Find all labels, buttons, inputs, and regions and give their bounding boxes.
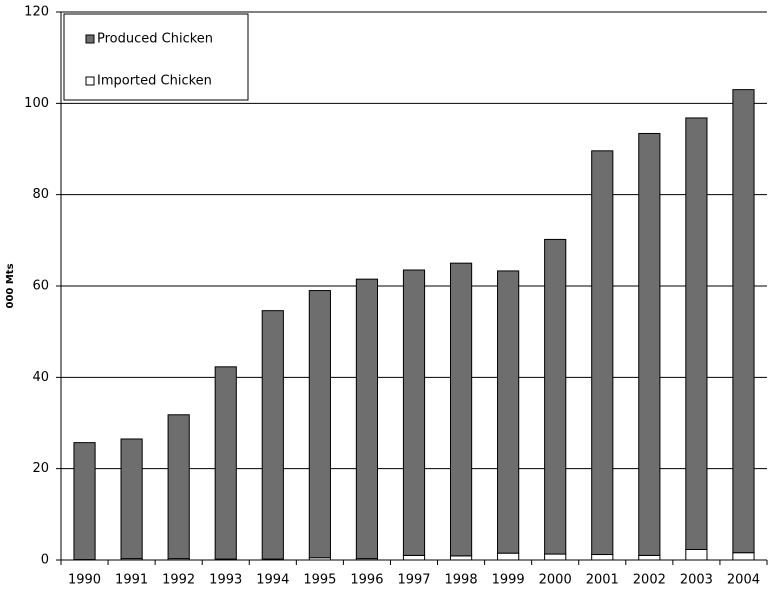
bar-segment xyxy=(732,89,755,554)
x-tick-label: 2000 xyxy=(539,573,572,588)
x-tick-label: 1995 xyxy=(303,573,336,588)
y-axis-label: 000 Mts xyxy=(5,263,16,308)
x-tick-label: 1992 xyxy=(162,573,195,588)
x-tick-label: 1993 xyxy=(209,573,242,588)
y-tick-label: 40 xyxy=(32,370,49,385)
x-tick-label: 1991 xyxy=(115,573,148,588)
x-tick-label: 2003 xyxy=(680,573,713,588)
bar-segment xyxy=(308,290,331,559)
bar-segment xyxy=(261,310,284,560)
bar-segment xyxy=(402,269,426,556)
x-tick-label: 2002 xyxy=(633,573,666,588)
bar-segment xyxy=(355,278,379,560)
bar-segment xyxy=(120,438,143,560)
bar-segment xyxy=(685,117,708,550)
legend-swatch xyxy=(85,76,95,86)
legend-swatch xyxy=(85,34,95,44)
y-tick-label: 20 xyxy=(32,461,49,476)
y-tick-label: 60 xyxy=(32,279,49,294)
legend-label: Imported Chicken xyxy=(97,74,212,89)
bar-segment xyxy=(449,555,473,561)
y-tick-label: 100 xyxy=(24,96,49,111)
bar-segment xyxy=(638,132,661,556)
bar-segment xyxy=(214,366,237,560)
y-tick-label: 0 xyxy=(41,553,49,568)
legend-label: Produced Chicken xyxy=(97,32,213,47)
y-tick-label: 80 xyxy=(32,187,49,202)
x-tick-label: 1999 xyxy=(492,573,525,588)
bar-segment xyxy=(638,554,661,561)
legend-box xyxy=(63,13,249,101)
bar-segment xyxy=(591,554,614,561)
x-tick-label: 1997 xyxy=(397,573,430,588)
x-tick-label: 1998 xyxy=(445,573,478,588)
x-tick-label: 1996 xyxy=(350,573,383,588)
bar-segment xyxy=(732,552,755,561)
bar-segment xyxy=(544,238,567,555)
x-tick-label: 1994 xyxy=(256,573,289,588)
bar-segment xyxy=(73,442,96,561)
bar-segment xyxy=(591,150,614,556)
bar-segment xyxy=(402,554,426,561)
x-tick-label: 2001 xyxy=(586,573,619,588)
x-tick-label: 1990 xyxy=(68,573,101,588)
bar-segment xyxy=(497,552,520,561)
bar-segment xyxy=(685,548,708,561)
bar-segment xyxy=(497,270,520,554)
y-tick-label: 120 xyxy=(24,5,49,20)
bar-segment xyxy=(167,414,190,560)
x-tick-label: 2004 xyxy=(727,573,760,588)
bar-segment xyxy=(449,262,473,557)
bar-segment xyxy=(544,553,567,561)
